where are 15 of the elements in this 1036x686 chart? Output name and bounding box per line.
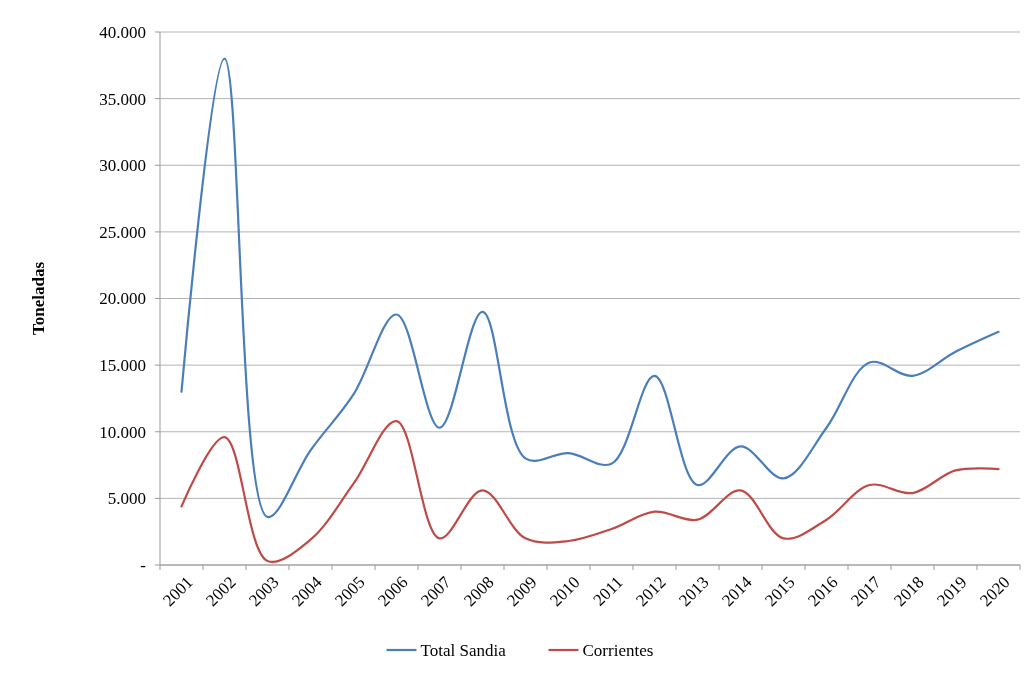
y-tick-label: 20.000 (99, 289, 146, 309)
x-tick-label: 2011 (589, 572, 627, 610)
line-series (180, 419, 1000, 563)
y-tick-label: 40.000 (99, 22, 146, 42)
y-tick-label: - (140, 555, 147, 575)
y-tick-label: 25.000 (99, 222, 146, 242)
line-series (180, 57, 1000, 519)
legend-label: Corrientes (582, 640, 654, 660)
y-tick-label: 30.000 (99, 156, 146, 176)
y-tick-label: 10.000 (99, 422, 146, 442)
y-tick-label: 35.000 (99, 89, 146, 109)
legend-label: Total Sandia (420, 640, 507, 660)
y-tick-label: 5.000 (107, 489, 146, 509)
y-axis-title: Toneladas (29, 261, 48, 336)
y-tick-label: 15.000 (99, 356, 146, 376)
